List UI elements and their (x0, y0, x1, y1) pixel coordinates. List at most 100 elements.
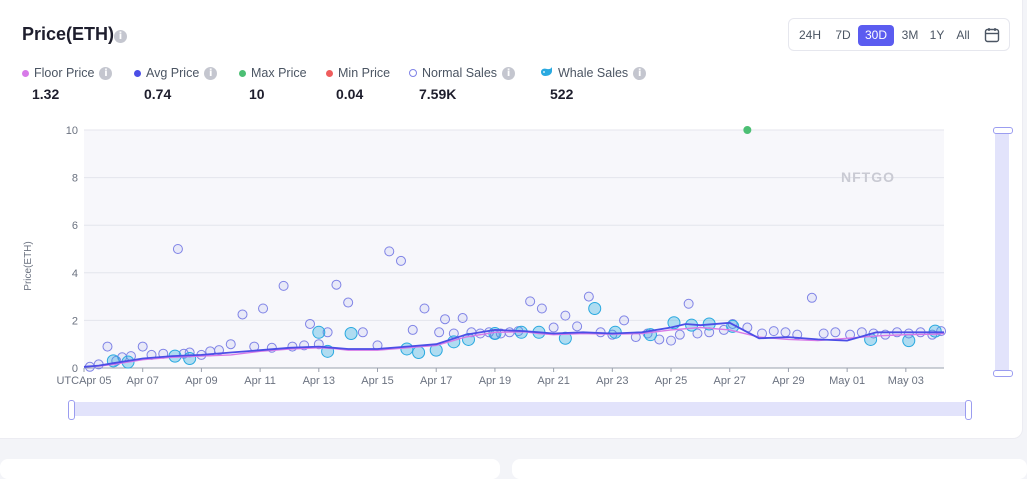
x-tick-label: Apr 29 (772, 375, 804, 387)
info-icon[interactable]: i (633, 66, 647, 80)
y-tick-label: 4 (72, 268, 78, 280)
normal-sale-point (768, 326, 779, 337)
price-chart: 0 2 4 6 8 10 Price(ETH) UTCApr 05 Apr 07 Apr 09 Ap… (23, 125, 947, 387)
stat-value: 522 (550, 86, 574, 102)
x-tick-label: Apr 23 (596, 375, 628, 387)
x-tick-label: Apr 11 (244, 375, 276, 387)
avg-price-marker-icon (134, 69, 141, 77)
calendar-icon[interactable] (984, 27, 1000, 48)
x-tick-label: Apr 07 (126, 375, 158, 387)
y-tick-label: 8 (72, 173, 78, 185)
range-24h[interactable]: 24H (798, 28, 821, 42)
normal-sale-point (780, 327, 791, 338)
whale-sale-point (183, 351, 197, 365)
x-tick-label: Apr 19 (479, 375, 511, 387)
normal-sale-point (666, 335, 677, 346)
whale-sale-point (312, 325, 326, 339)
normal-sale-point (457, 313, 468, 324)
normal-sale-point (237, 309, 248, 320)
vertical-zoom-slider[interactable] (993, 127, 1013, 377)
info-icon[interactable]: i (99, 66, 113, 80)
vertical-slider-top-handle[interactable] (993, 127, 1013, 134)
next-card (0, 459, 500, 479)
range-3m[interactable]: 3M (901, 28, 919, 42)
floor-price-line (83, 326, 945, 368)
x-tick-label: Apr 25 (655, 375, 687, 387)
x-tick-label: May 01 (829, 375, 865, 387)
stat-avg-price[interactable]: Avg Price i 0.74 (134, 66, 218, 102)
normal-sale-point (674, 329, 685, 340)
whale-sale-point (608, 325, 622, 339)
stat-label: Avg Price (146, 66, 200, 80)
normal-sale-point (536, 303, 547, 314)
normal-sale-point (305, 318, 316, 329)
range-1y[interactable]: 1Y (929, 28, 945, 42)
max-price-point (743, 126, 752, 134)
normal-sale-point (419, 303, 430, 314)
min-price-marker-icon (326, 69, 333, 77)
whale-sale-point (928, 324, 942, 338)
normal-sale-point (619, 315, 630, 326)
x-tick-label: Apr 15 (361, 375, 393, 387)
stat-label: Floor Price (34, 66, 95, 80)
horizontal-slider-left-handle[interactable] (68, 400, 75, 420)
avg-price-line (83, 321, 944, 368)
info-icon[interactable]: i (204, 66, 218, 80)
range-30d[interactable]: 30D (858, 25, 894, 46)
normal-sale-point (225, 339, 236, 350)
normal-sale-point (525, 296, 536, 307)
normal-sale-point (102, 341, 113, 352)
normal-sale-point (287, 341, 298, 352)
normal-sale-point (407, 324, 418, 335)
normal-sale-point (903, 328, 914, 339)
normal-sale-point (384, 246, 395, 257)
stat-value: 10 (249, 86, 265, 102)
normal-sale-point (322, 327, 333, 338)
x-tick-label: Apr 13 (303, 375, 335, 387)
info-icon[interactable]: i (502, 66, 516, 80)
stat-normal-sales[interactable]: Normal Sales i 7.59K (409, 66, 516, 102)
normal-sale-point (343, 297, 354, 308)
range-all[interactable]: All (956, 28, 970, 42)
whale-sale-point (344, 326, 358, 340)
horizontal-zoom-slider[interactable] (68, 400, 972, 420)
floor-price-marker-icon (22, 69, 29, 77)
next-card-right (512, 459, 1027, 479)
watermark-logo: NFTGO (841, 169, 895, 185)
stat-label: Min Price (338, 66, 391, 80)
normal-sale-point (830, 327, 841, 338)
normal-sale-point (395, 255, 406, 266)
normal-sale-point (683, 298, 694, 309)
max-price-marker-icon (239, 69, 246, 77)
normal-sale-point (440, 314, 451, 325)
y-tick-label: 6 (72, 220, 78, 232)
x-tick-label: Apr 27 (714, 375, 746, 387)
stat-label: Max Price (251, 66, 307, 80)
normal-sale-point (806, 292, 817, 303)
normal-sale-point (434, 327, 445, 338)
stat-whale-sales[interactable]: Whale Sales i 522 (540, 66, 647, 102)
normal-sale-point (583, 291, 594, 302)
plot-area (84, 130, 944, 368)
stat-value: 7.59K (419, 86, 457, 102)
horizontal-slider-right-handle[interactable] (965, 400, 972, 420)
normal-sale-point (818, 328, 829, 339)
normal-sales-marker-icon (409, 69, 417, 77)
stat-max-price[interactable]: Max Price 10 (239, 66, 307, 102)
normal-sale-point (572, 321, 583, 332)
stat-floor-price[interactable]: Floor Price i 1.32 (22, 66, 113, 102)
y-tick-label: 0 (72, 363, 78, 375)
stat-min-price[interactable]: Min Price 0.04 (326, 66, 390, 102)
stat-value: 0.04 (336, 86, 364, 102)
normal-sale-point (137, 341, 148, 352)
vertical-slider-bottom-handle[interactable] (993, 370, 1013, 377)
normal-sale-point (548, 322, 559, 333)
stat-label: Whale Sales (558, 66, 629, 80)
range-7d[interactable]: 7D (835, 28, 851, 42)
info-icon[interactable]: i (114, 30, 127, 43)
whale-icon (540, 66, 553, 80)
normal-sale-point (692, 328, 703, 339)
normal-sale-point (278, 280, 289, 291)
x-tick-label: Apr 21 (537, 375, 569, 387)
x-tick-label: Apr 17 (420, 375, 452, 387)
